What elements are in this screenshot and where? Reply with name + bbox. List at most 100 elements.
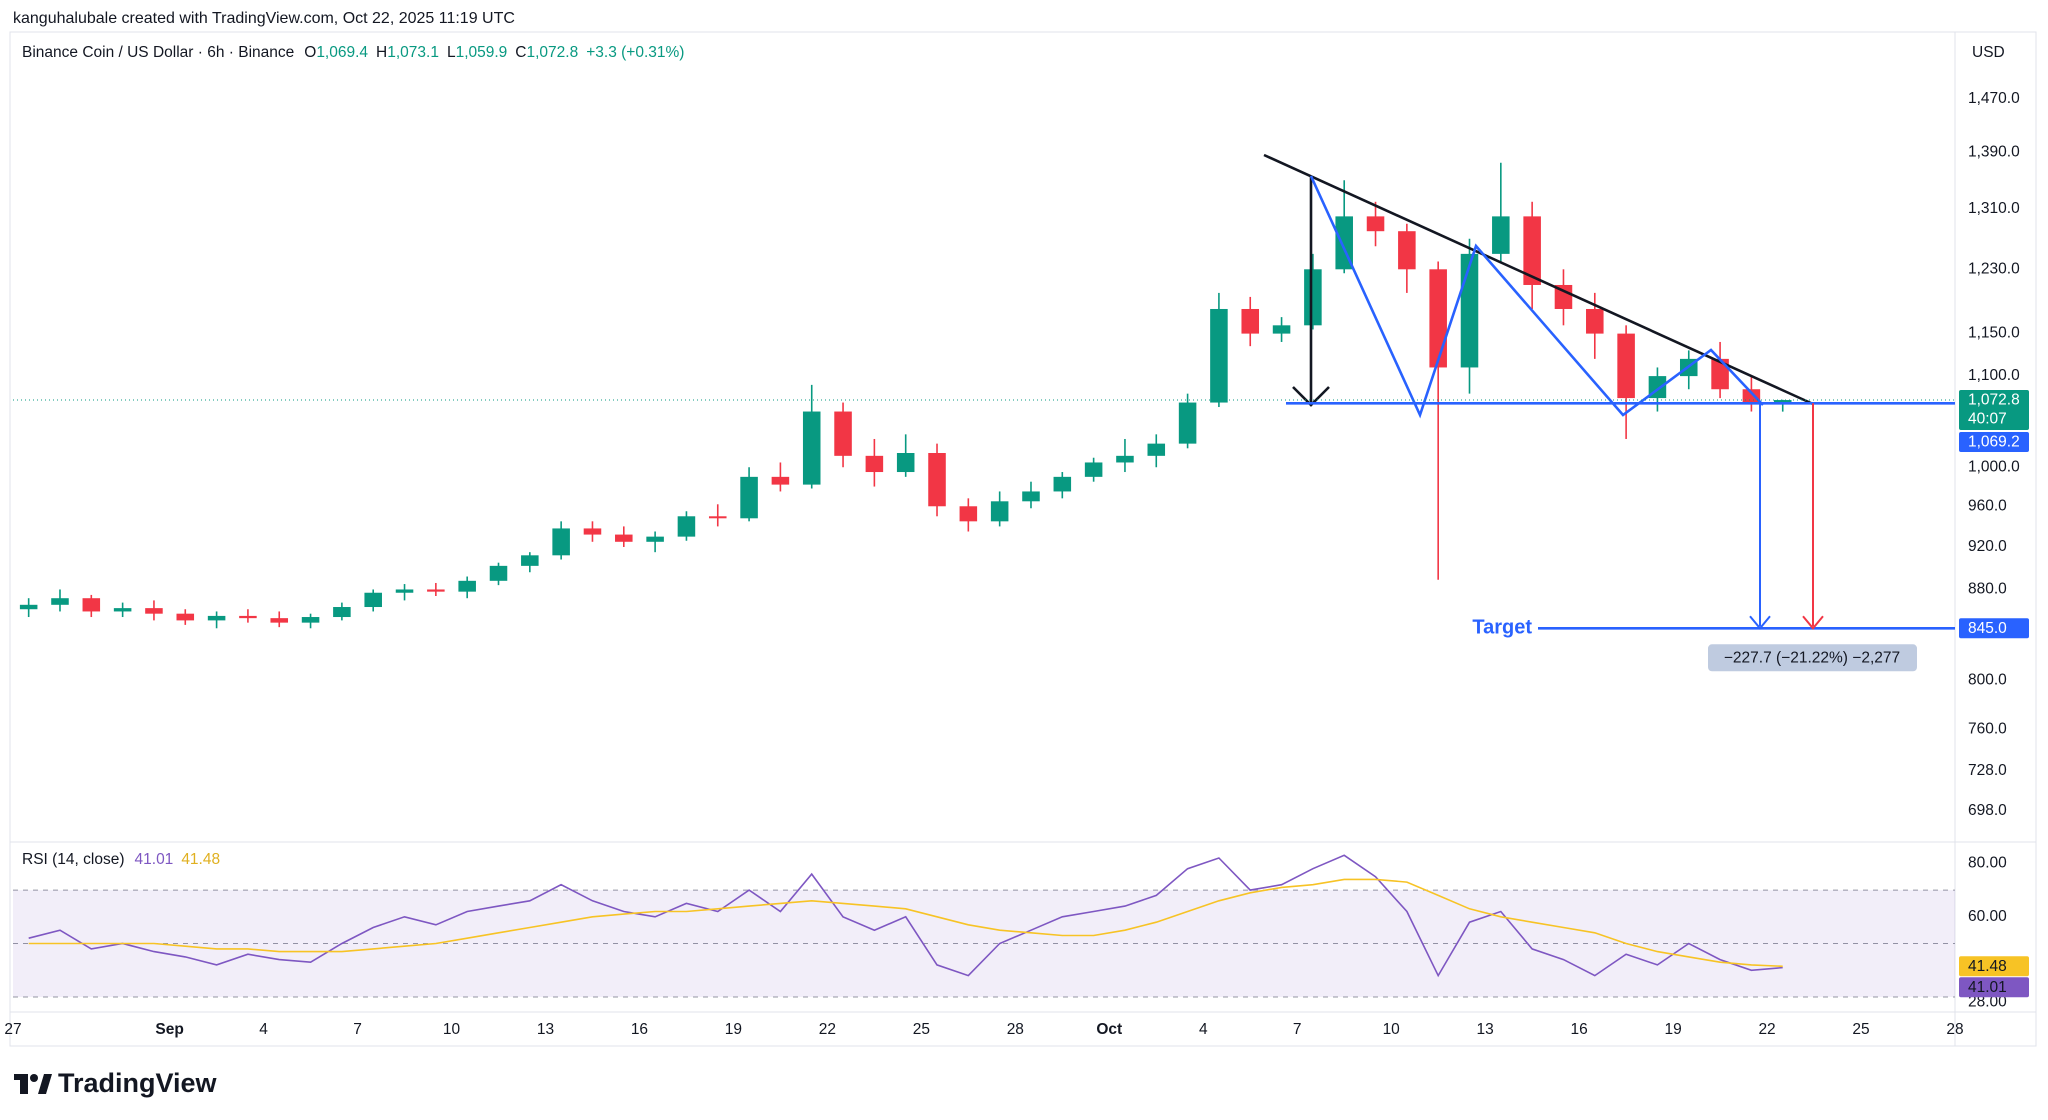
x-tick-label: 16	[1571, 1021, 1588, 1038]
candle-body	[865, 455, 884, 473]
price-label: 1,072.8	[1968, 392, 2020, 409]
trendline	[1263, 153, 1814, 406]
logo-shape	[38, 1074, 52, 1094]
x-tick-label: 10	[1383, 1021, 1401, 1038]
candle-body	[145, 608, 163, 614]
candle-body	[1366, 216, 1385, 232]
x-tick-label: 4	[259, 1021, 268, 1038]
candle-body	[333, 607, 351, 618]
y-tick-label: 760.0	[1968, 721, 2007, 738]
candle-body	[1523, 216, 1541, 285]
chart-frame	[9, 31, 2037, 1047]
candle-body	[834, 411, 852, 456]
y-tick-label: 698.0	[1968, 802, 2007, 819]
x-tick-label: 25	[1852, 1021, 1869, 1038]
overlay: Target −227.7 (−21.22%) −2,277	[13, 399, 1955, 672]
ohlc-key: C	[515, 44, 526, 61]
x-tick-label: 27	[4, 1021, 21, 1038]
candle-body	[896, 453, 915, 473]
candle-body	[646, 536, 664, 542]
rsi-value-box	[1959, 956, 2029, 977]
candle-body	[1210, 308, 1228, 403]
candle-body	[1053, 476, 1072, 492]
y-tick-label: 1,150.0	[1968, 325, 2020, 342]
y-tick-label: 920.0	[1968, 538, 2007, 555]
candle-body	[270, 618, 289, 623]
candle-body	[1617, 333, 1635, 399]
y-tick-label: 728.0	[1968, 762, 2007, 779]
candle-body	[615, 534, 633, 542]
rsi-title: RSI (14, close)	[22, 851, 125, 868]
y-tick-label: 1,310.0	[1968, 200, 2020, 217]
logo-shape	[20, 1074, 28, 1094]
candle-body	[207, 615, 226, 621]
candle-body	[1084, 462, 1103, 477]
candle-body	[708, 516, 727, 519]
candle-body	[1147, 443, 1166, 456]
x-tick-label: 22	[1758, 1021, 1775, 1038]
candle-body	[176, 613, 195, 621]
candle-body	[489, 565, 508, 581]
candle-body	[1492, 216, 1510, 254]
rsi-legend: RSI (14, close) 41.01 41.48	[22, 851, 220, 868]
candle-body	[677, 516, 696, 537]
x-tick-label: 7	[353, 1021, 362, 1038]
x-tick-label: 10	[443, 1021, 461, 1038]
candle-body	[1711, 358, 1729, 390]
x-tick-label: 19	[1664, 1021, 1681, 1038]
arrow-head	[1802, 615, 1824, 630]
price-label: 845.0	[1968, 620, 2007, 637]
price-label-box	[1959, 432, 2029, 453]
candle-body	[1272, 325, 1291, 334]
ohlc-value: 1,069.4	[316, 44, 368, 61]
candle-body	[1304, 269, 1322, 326]
candle-body	[113, 608, 132, 612]
candle-body	[552, 528, 570, 556]
x-tick-label: 7	[1293, 1021, 1302, 1038]
target-label: Target	[1472, 617, 1532, 639]
price-label-box	[1959, 390, 2029, 431]
y-tick-label: 1,000.0	[1968, 458, 2020, 475]
rsi-value-label: 41.01	[1968, 979, 2007, 996]
candle-body	[301, 617, 320, 623]
rsi-band	[13, 890, 1955, 997]
x-tick-label: 28	[1007, 1021, 1024, 1038]
rsi-tick-label: 80.00	[1968, 854, 2007, 871]
candle-body	[1554, 284, 1573, 309]
candle-body	[771, 476, 790, 485]
candle-body	[1398, 231, 1416, 270]
candle-body	[802, 411, 821, 485]
candle-body	[928, 453, 946, 507]
logo-shape	[30, 1074, 38, 1082]
rsi-tick-label: 60.00	[1968, 908, 2007, 925]
y-tick-label: 1,390.0	[1968, 143, 2020, 160]
symbol-title: Binance Coin / US Dollar · 6h · Binance	[22, 44, 294, 61]
price-label: 1,069.2	[1968, 434, 2020, 451]
ohlc-key: O	[304, 44, 316, 61]
candle-body	[82, 598, 101, 612]
candle-body	[1429, 269, 1447, 368]
ohlc-key: H	[376, 44, 387, 61]
symbol-legend: Binance Coin / US Dollar · 6h · Binance O…	[22, 44, 684, 61]
candle-body	[583, 528, 602, 535]
brand: TradingView	[58, 1068, 218, 1098]
pattern-path	[1309, 175, 1764, 419]
attribution: kanguhalubale created with TradingView.c…	[13, 10, 515, 27]
candle-body	[990, 501, 1009, 522]
rsi-pane	[13, 854, 1955, 998]
brand-logo: TradingView	[14, 1068, 218, 1098]
x-tick-label: 16	[631, 1021, 648, 1038]
price-label-box	[1959, 618, 2029, 639]
countdown: 40:07	[1968, 411, 2007, 428]
candle-body	[1178, 402, 1197, 444]
candle-body	[1116, 455, 1134, 463]
rsi-line	[28, 854, 1783, 978]
currency: USD	[1972, 44, 2005, 61]
x-tick-label: 28	[1946, 1021, 1963, 1038]
x-tick-label: 19	[725, 1021, 742, 1038]
candle-body	[1460, 253, 1479, 368]
rsi-value: 41.01	[135, 851, 174, 868]
candle-body	[239, 615, 257, 619]
rsi-value-label: 41.48	[1968, 958, 2007, 975]
